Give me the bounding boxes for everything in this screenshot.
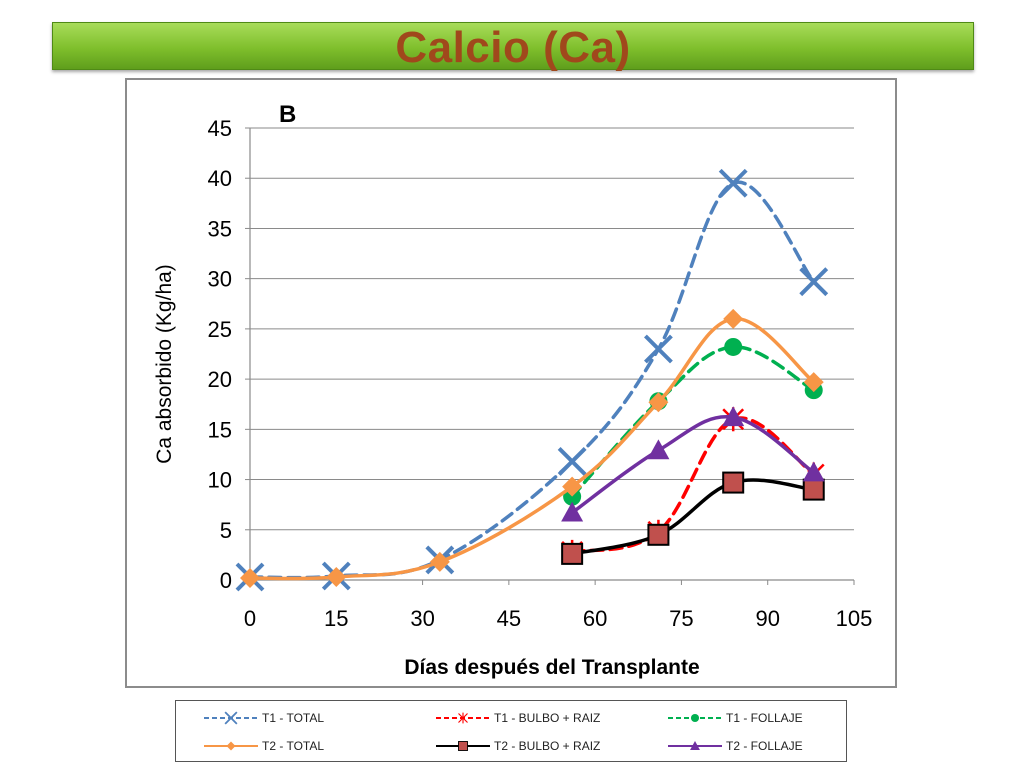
data-point (240, 567, 260, 588)
data-point (326, 566, 347, 587)
data-point (647, 439, 670, 460)
legend-marker (690, 741, 700, 750)
legend-item: T2 - FOLLAJE (664, 735, 874, 757)
line-chart: 0 5 10 15 20 25 30 35 40 45 0 15 30 45 60 75 90 105 Días d… (153, 101, 873, 679)
series-line (248, 317, 816, 581)
legend-marker (224, 711, 238, 725)
legend-item: T1 - BULBO + RAIZ (432, 707, 642, 729)
series-line (248, 180, 816, 580)
legend-swatch (668, 741, 722, 750)
x-tick-label: 30 (410, 606, 434, 631)
chart-frame: 0 5 10 15 20 25 30 35 40 45 0 15 30 45 60 75 90 105 Días d… (125, 78, 897, 688)
x-axis-title: Días después del Transplante (404, 656, 699, 679)
y-tick-label: 35 (208, 216, 232, 241)
y-axis-title: Ca absorbido (Kg/ha) (153, 264, 176, 464)
data-point (429, 551, 450, 572)
legend-swatch (436, 741, 490, 751)
legend-swatch (436, 712, 490, 724)
data-point (563, 487, 582, 506)
data-point (723, 308, 744, 329)
data-point (644, 334, 673, 364)
legend-swatch (204, 711, 258, 725)
y-tick-label: 20 (208, 367, 232, 392)
legend-label: T1 - BULBO + RAIZ (494, 711, 601, 725)
legend-marker (690, 713, 700, 723)
data-point (722, 471, 745, 494)
y-tick-label: 25 (208, 317, 232, 342)
legend-marker (458, 741, 468, 751)
legend-label: T2 - BULBO + RAIZ (494, 739, 601, 753)
legend-label: T1 - FOLLAJE (726, 711, 803, 725)
legend-item: T1 - FOLLAJE (664, 707, 874, 729)
x-tick-label: 0 (244, 606, 256, 631)
y-tick-label: 5 (220, 518, 232, 543)
x-tick-label: 105 (836, 606, 873, 631)
y-tick-label: 10 (208, 468, 232, 493)
data-point (799, 267, 829, 297)
legend-swatch (668, 713, 722, 723)
legend-label: T1 - TOTAL (262, 711, 325, 725)
data-point (557, 447, 587, 476)
data-point (802, 478, 825, 501)
legend-item: T2 - BULBO + RAIZ (432, 735, 642, 757)
series-line (570, 478, 816, 556)
series-line (570, 415, 816, 515)
y-tick-label: 15 (208, 417, 232, 442)
x-tick-label: 90 (755, 606, 779, 631)
x-tick-label: 75 (669, 606, 693, 631)
data-point (718, 168, 748, 198)
legend-label: T2 - TOTAL (262, 739, 325, 753)
page-title: Calcio (Ca) (395, 23, 631, 72)
data-point (562, 476, 583, 497)
data-point (561, 542, 584, 565)
legend-marker (226, 741, 236, 751)
y-tick-label: 40 (208, 166, 232, 191)
y-tick-label: 0 (220, 568, 232, 593)
y-tick-label: 30 (208, 267, 232, 292)
legend-item: T1 - TOTAL (200, 707, 410, 729)
data-point (648, 392, 669, 413)
data-point (802, 461, 825, 482)
legend: T1 - TOTAL T1 - BULBO + RAIZ T1 - FOLLAJE T… (175, 700, 847, 762)
y-tick-label: 45 (208, 116, 232, 141)
data-point (647, 523, 670, 546)
legend-item: T2 - TOTAL (200, 735, 410, 757)
series-line (570, 416, 816, 554)
data-point (803, 372, 824, 393)
x-tick-label: 60 (583, 606, 607, 631)
data-point (722, 406, 745, 427)
title-banner: Calcio (Ca) (52, 22, 974, 72)
panel-label: B (279, 101, 296, 128)
legend-marker (458, 712, 468, 724)
x-tick-label: 15 (324, 606, 348, 631)
data-point (724, 337, 743, 356)
x-tick-label: 45 (497, 606, 521, 631)
legend-swatch (204, 741, 258, 751)
data-point (561, 501, 584, 522)
legend-label: T2 - FOLLAJE (726, 739, 803, 753)
